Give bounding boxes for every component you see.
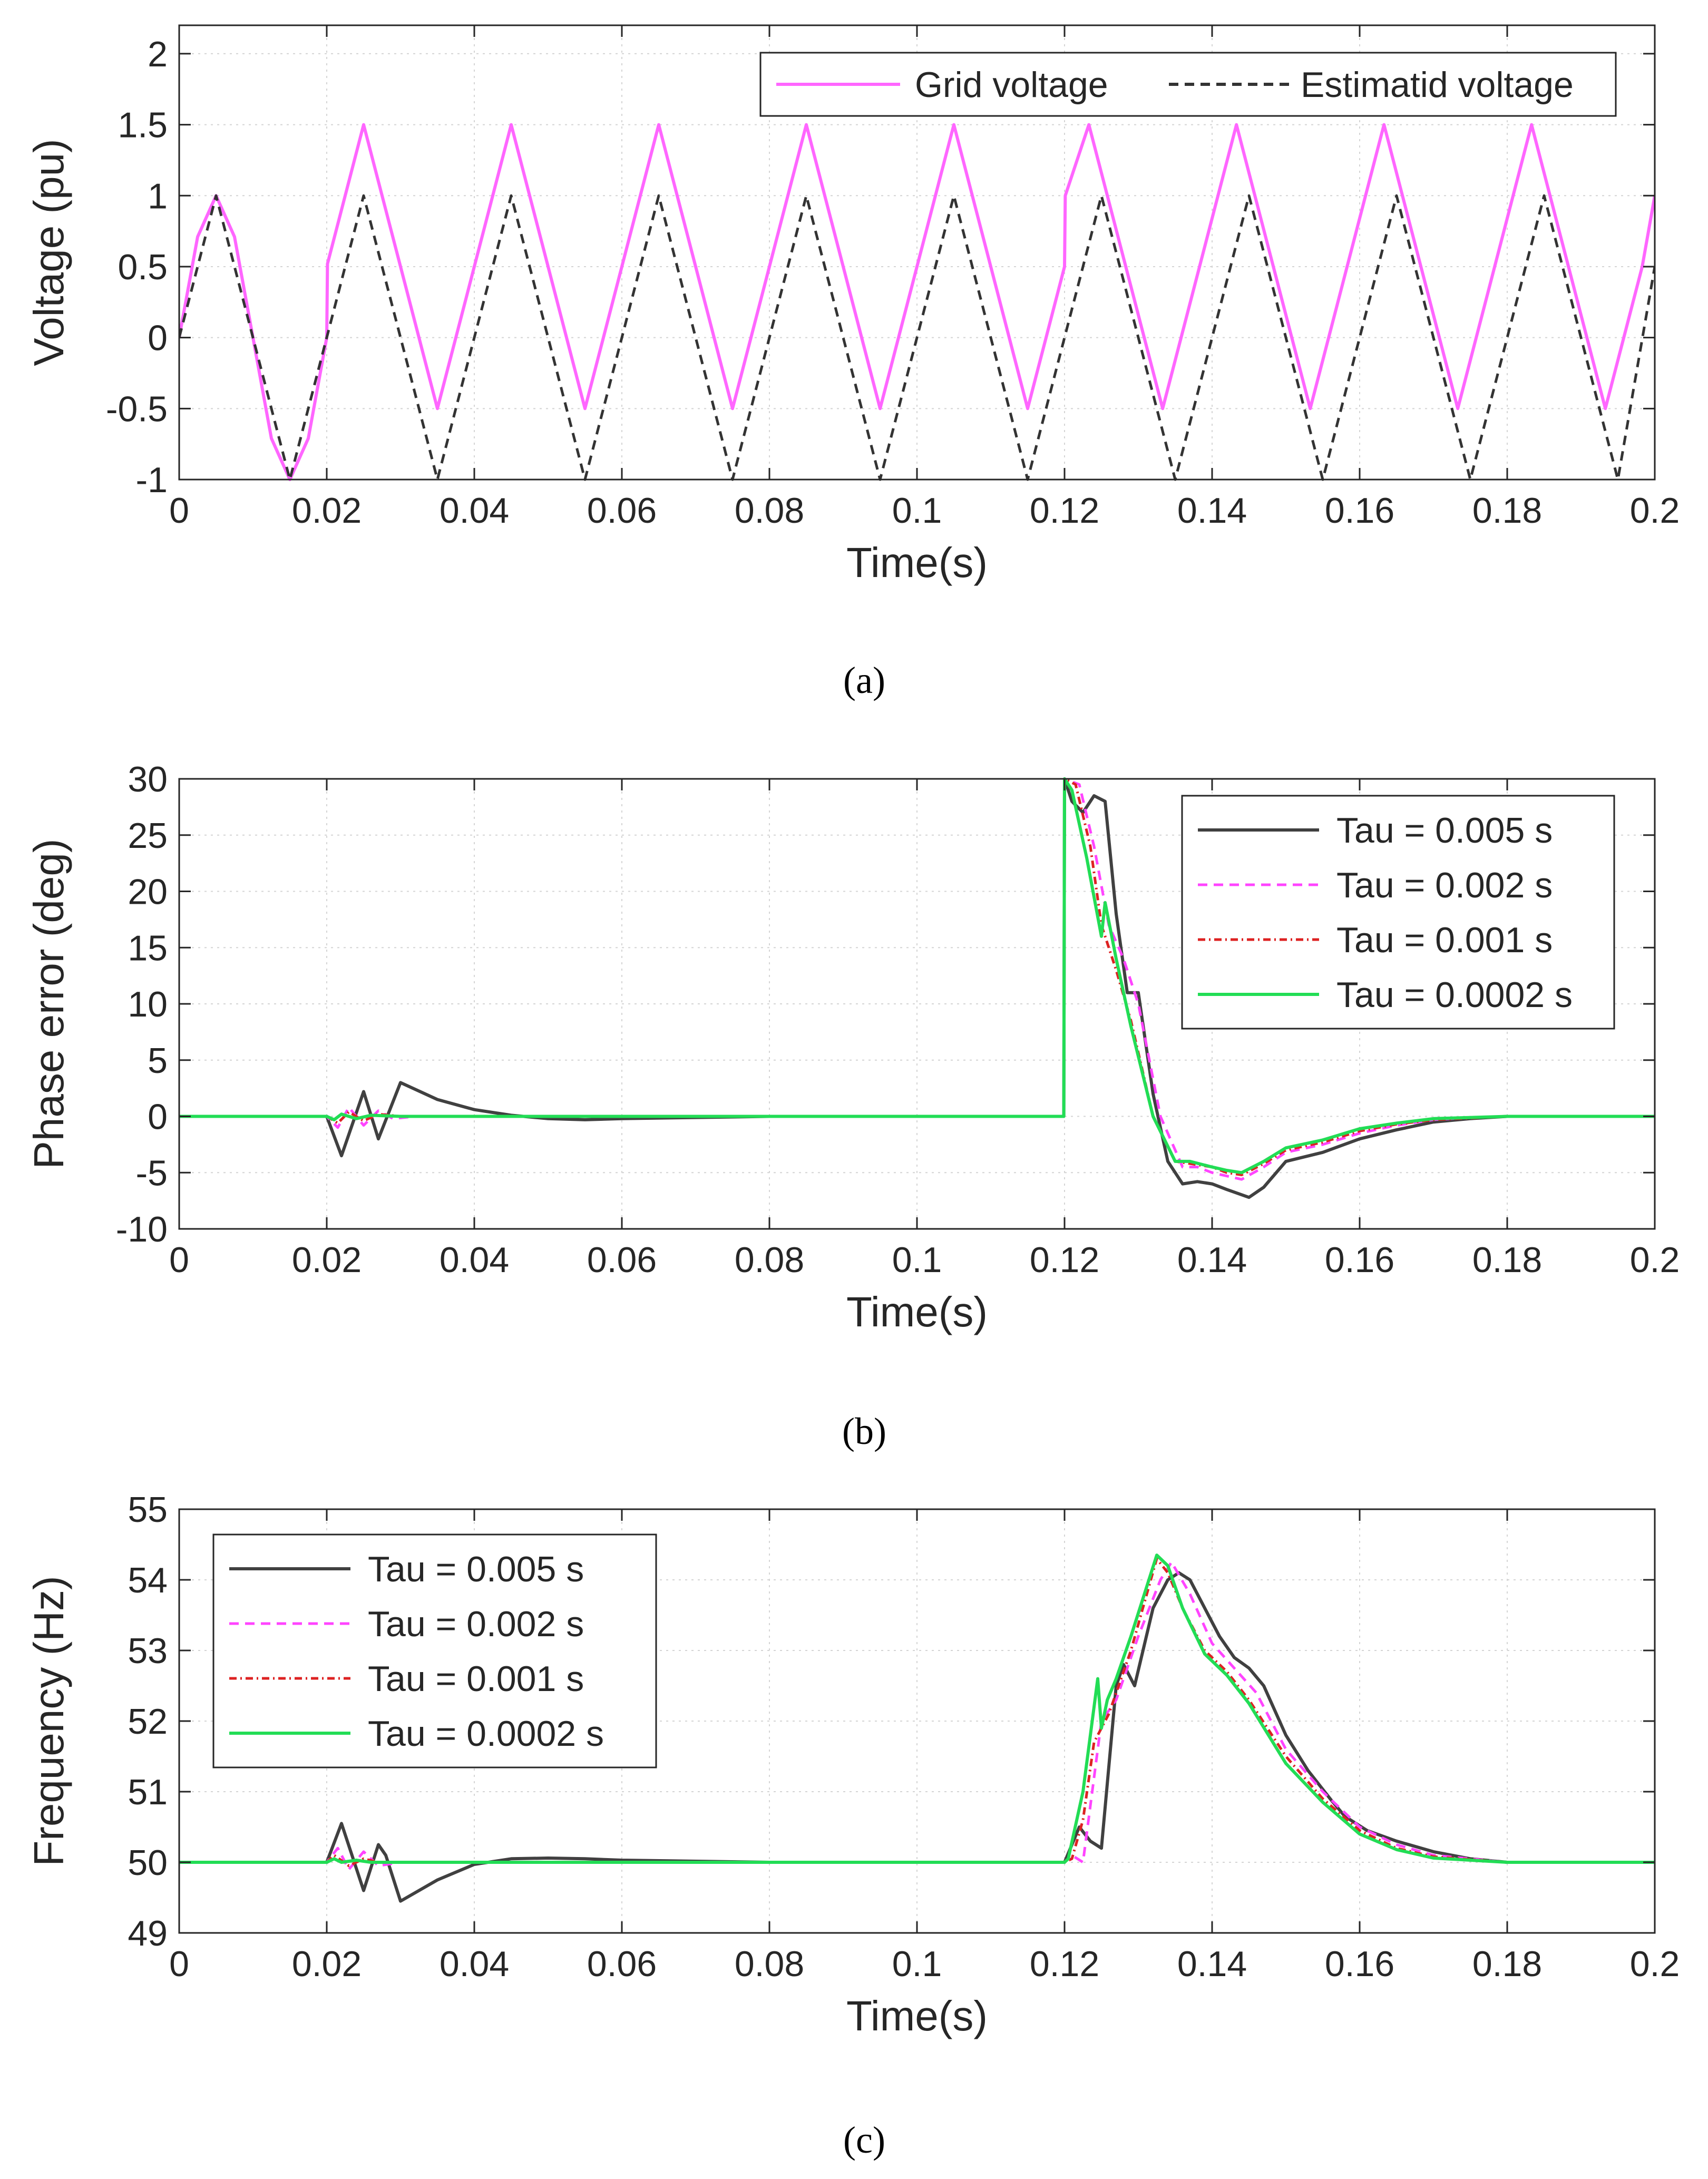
legend-label: Tau = 0.001 s bbox=[368, 1659, 584, 1699]
x-tick-label: 0.1 bbox=[892, 1944, 942, 1984]
legend-label: Tau = 0.002 s bbox=[1336, 865, 1553, 905]
x-tick-label: 0.18 bbox=[1472, 491, 1542, 531]
series-group bbox=[179, 777, 1655, 1199]
legend: Grid voltage Estimatid voltage bbox=[759, 52, 1617, 117]
y-tick-label: 53 bbox=[128, 1631, 168, 1671]
legend-label: Tau = 0.005 s bbox=[368, 1549, 584, 1589]
x-tick-label: 0.14 bbox=[1177, 1944, 1247, 1984]
y-tick-label: 0.5 bbox=[118, 247, 168, 287]
y-tick-label: 54 bbox=[128, 1560, 168, 1600]
ticks: 0 0.02 0.04 0.06 0.08 0.1 0.12 0.14 0.16 0.18 0.2 4… bbox=[128, 1490, 1680, 1984]
y-tick-label: 1 bbox=[148, 176, 168, 216]
y-tick-label: 55 bbox=[128, 1490, 168, 1530]
y-tick-label: 52 bbox=[128, 1702, 168, 1742]
y-tick-label: -5 bbox=[136, 1153, 168, 1193]
y-tick-label: 10 bbox=[128, 984, 168, 1024]
chart-panel-c: 0 0.02 0.04 0.06 0.08 0.1 0.12 0.14 0.16 0.18 0.2 4… bbox=[25, 1490, 1680, 2161]
x-axis-label: Time(s) bbox=[846, 539, 988, 586]
x-tick-label: 0.04 bbox=[440, 1944, 509, 1984]
legend-label: Tau = 0.002 s bbox=[368, 1604, 584, 1644]
x-axis-label: Time(s) bbox=[846, 1992, 988, 2039]
y-axis-label: Voltage (pu) bbox=[25, 139, 72, 366]
x-tick-label: 0.14 bbox=[1177, 1240, 1247, 1280]
legend-box bbox=[212, 1533, 657, 1768]
panel-label: (c) bbox=[843, 2119, 885, 2161]
x-tick-label: 0.04 bbox=[440, 491, 509, 531]
x-tick-label: 0.08 bbox=[735, 1944, 804, 1984]
panel-label: (b) bbox=[842, 1410, 886, 1452]
x-tick-label: 0.2 bbox=[1630, 491, 1680, 531]
x-tick-label: 0.06 bbox=[587, 491, 657, 531]
legend: Tau = 0.005 s Tau = 0.002 s Tau = 0.001 s T… bbox=[1181, 795, 1615, 1030]
legend-label: Estimatid voltage bbox=[1301, 65, 1574, 105]
legend-label: Tau = 0.0002 s bbox=[368, 1714, 604, 1754]
x-tick-label: 0.12 bbox=[1030, 1240, 1099, 1280]
legend-label: Tau = 0.005 s bbox=[1336, 810, 1553, 851]
y-axis-label: Frequency (Hz) bbox=[25, 1576, 72, 1866]
x-tick-label: 0.02 bbox=[292, 1944, 362, 1984]
x-tick-label: 0.1 bbox=[892, 491, 942, 531]
y-tick-label: 51 bbox=[128, 1772, 168, 1812]
series-line-tau-0-0002-s bbox=[179, 1553, 1655, 1864]
y-tick-label: 0 bbox=[148, 318, 168, 358]
x-tick-label: 0.16 bbox=[1325, 1944, 1394, 1984]
x-tick-label: 0.06 bbox=[587, 1240, 657, 1280]
x-tick-label: 0.08 bbox=[735, 491, 804, 531]
legend-box bbox=[1181, 795, 1615, 1030]
x-tick-label: 0.2 bbox=[1630, 1944, 1680, 1984]
y-tick-label: 5 bbox=[148, 1041, 168, 1081]
series-group bbox=[179, 123, 1655, 481]
x-tick-label: 0.12 bbox=[1030, 1944, 1099, 1984]
chart-panel-b: 0 0.02 0.04 0.06 0.08 0.1 0.12 0.14 0.16 0.18 0.2 -… bbox=[25, 759, 1680, 1452]
x-tick-label: 0.2 bbox=[1630, 1240, 1680, 1280]
y-tick-label: 49 bbox=[128, 1913, 168, 1953]
x-tick-label: 0.14 bbox=[1177, 491, 1247, 531]
chart-panel-a: 0 0.02 0.04 0.06 0.08 0.1 0.12 0.14 0.16 0.18 0.2 -… bbox=[25, 24, 1680, 701]
x-tick-label: 0.1 bbox=[892, 1240, 942, 1280]
y-tick-label: 25 bbox=[128, 816, 168, 856]
legend-label: Grid voltage bbox=[915, 65, 1108, 105]
legend-label: Tau = 0.0002 s bbox=[1336, 975, 1573, 1015]
series-line-estimatid-voltage bbox=[179, 194, 1655, 481]
x-tick-label: 0.02 bbox=[292, 491, 362, 531]
x-tick-label: 0.18 bbox=[1472, 1240, 1542, 1280]
y-tick-label: 20 bbox=[128, 872, 168, 912]
x-tick-label: 0.16 bbox=[1325, 491, 1394, 531]
series-line-tau-0-005-s bbox=[179, 777, 1655, 1199]
x-axis-label: Time(s) bbox=[846, 1288, 988, 1335]
y-tick-label: 1.5 bbox=[118, 105, 168, 145]
y-tick-label: 15 bbox=[128, 928, 168, 968]
x-tick-label: 0 bbox=[169, 491, 189, 531]
y-axis-label: Phase error (deg) bbox=[25, 839, 72, 1169]
series-line-tau-0-005-s bbox=[179, 1571, 1655, 1903]
x-tick-label: 0.06 bbox=[587, 1944, 657, 1984]
y-tick-label: 2 bbox=[148, 34, 168, 74]
x-tick-label: 0.02 bbox=[292, 1240, 362, 1280]
x-tick-label: 0.16 bbox=[1325, 1240, 1394, 1280]
ticks: 0 0.02 0.04 0.06 0.08 0.1 0.12 0.14 0.16 0.18 0.2 -… bbox=[116, 759, 1680, 1280]
x-tick-label: 0 bbox=[169, 1240, 189, 1280]
y-tick-label: 0 bbox=[148, 1097, 168, 1137]
x-tick-label: 0.12 bbox=[1030, 491, 1099, 531]
y-tick-label: -1 bbox=[136, 460, 168, 500]
series-group bbox=[179, 1553, 1655, 1903]
series-line-tau-0-001-s bbox=[179, 1557, 1655, 1868]
x-tick-label: 0.18 bbox=[1472, 1944, 1542, 1984]
panel-label: (a) bbox=[843, 659, 885, 701]
x-tick-label: 0 bbox=[169, 1944, 189, 1984]
y-tick-label: 50 bbox=[128, 1843, 168, 1883]
legend-label: Tau = 0.001 s bbox=[1336, 920, 1553, 960]
series-line-tau-0-0002-s bbox=[179, 777, 1655, 1175]
y-tick-label: -10 bbox=[116, 1209, 168, 1249]
x-tick-label: 0.04 bbox=[440, 1240, 509, 1280]
x-tick-label: 0.08 bbox=[735, 1240, 804, 1280]
y-tick-label: 30 bbox=[128, 759, 168, 799]
ticks: 0 0.02 0.04 0.06 0.08 0.1 0.12 0.14 0.16 0.18 0.2 -… bbox=[106, 25, 1680, 531]
legend: Tau = 0.005 s Tau = 0.002 s Tau = 0.001 s T… bbox=[212, 1533, 657, 1768]
y-tick-label: -0.5 bbox=[106, 389, 168, 429]
